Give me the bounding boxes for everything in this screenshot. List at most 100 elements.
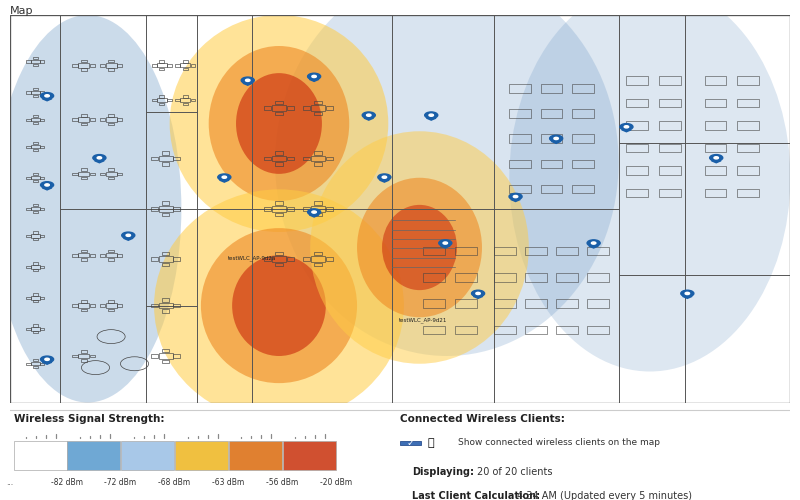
- Bar: [311, 105, 325, 111]
- Bar: [162, 263, 170, 266]
- Bar: [738, 188, 759, 197]
- Bar: [572, 84, 594, 92]
- Circle shape: [509, 194, 522, 200]
- Bar: [556, 246, 578, 255]
- Ellipse shape: [310, 131, 529, 364]
- Ellipse shape: [0, 15, 182, 402]
- Bar: [587, 300, 610, 308]
- Bar: [108, 177, 114, 180]
- Polygon shape: [510, 200, 520, 202]
- Bar: [117, 304, 122, 307]
- Polygon shape: [551, 142, 561, 144]
- Bar: [162, 202, 170, 205]
- Bar: [525, 273, 546, 281]
- Bar: [572, 160, 594, 168]
- Bar: [26, 146, 30, 148]
- Circle shape: [41, 182, 54, 188]
- Bar: [180, 64, 190, 68]
- Bar: [275, 252, 282, 256]
- Polygon shape: [441, 246, 450, 248]
- Bar: [587, 273, 610, 281]
- Bar: [117, 118, 122, 121]
- Bar: [152, 99, 157, 102]
- Text: Wireless Signal Strength:: Wireless Signal Strength:: [14, 414, 164, 424]
- Ellipse shape: [209, 46, 350, 201]
- Polygon shape: [711, 160, 721, 163]
- Bar: [106, 63, 117, 68]
- Bar: [33, 149, 38, 151]
- Bar: [525, 326, 546, 334]
- Bar: [587, 246, 610, 255]
- Bar: [73, 254, 78, 256]
- Circle shape: [429, 114, 434, 116]
- Bar: [738, 76, 759, 84]
- Bar: [626, 144, 648, 152]
- Bar: [659, 121, 681, 130]
- Bar: [275, 162, 282, 166]
- Bar: [183, 95, 188, 98]
- Bar: [626, 166, 648, 174]
- Text: -63 dBm: -63 dBm: [212, 478, 244, 487]
- Bar: [151, 258, 158, 261]
- Circle shape: [366, 114, 371, 116]
- Bar: [167, 64, 172, 66]
- Bar: [510, 84, 531, 92]
- Bar: [26, 328, 30, 330]
- Bar: [26, 297, 30, 299]
- Bar: [81, 258, 86, 261]
- Circle shape: [514, 196, 518, 198]
- Bar: [286, 106, 294, 110]
- Ellipse shape: [154, 190, 404, 422]
- Bar: [26, 362, 30, 365]
- Bar: [78, 118, 90, 122]
- Circle shape: [378, 174, 391, 180]
- Bar: [162, 162, 170, 166]
- Bar: [73, 354, 78, 358]
- Bar: [33, 324, 38, 326]
- Bar: [106, 304, 117, 308]
- Bar: [705, 121, 726, 130]
- Bar: [117, 64, 122, 66]
- Polygon shape: [42, 362, 52, 364]
- Circle shape: [710, 154, 722, 161]
- Circle shape: [382, 176, 386, 178]
- Bar: [40, 176, 45, 179]
- Bar: [659, 98, 681, 107]
- Circle shape: [218, 174, 231, 180]
- Bar: [183, 60, 188, 63]
- Text: Connected Wireless Clients:: Connected Wireless Clients:: [400, 414, 565, 424]
- Bar: [705, 144, 726, 152]
- Bar: [31, 296, 40, 300]
- Circle shape: [41, 92, 54, 99]
- Bar: [40, 208, 45, 210]
- Bar: [108, 114, 114, 116]
- Bar: [78, 354, 90, 358]
- Bar: [31, 91, 40, 94]
- Bar: [162, 298, 170, 302]
- Circle shape: [93, 154, 106, 161]
- Circle shape: [307, 73, 321, 80]
- Polygon shape: [94, 160, 104, 163]
- Bar: [117, 254, 122, 256]
- Circle shape: [41, 356, 54, 362]
- Bar: [264, 106, 271, 110]
- Bar: [423, 326, 446, 334]
- Bar: [31, 176, 40, 180]
- Polygon shape: [310, 80, 319, 82]
- Bar: [33, 64, 38, 66]
- Bar: [40, 266, 45, 268]
- Bar: [587, 326, 610, 334]
- Bar: [183, 68, 188, 70]
- Bar: [108, 68, 114, 71]
- Bar: [314, 100, 322, 104]
- Bar: [705, 98, 726, 107]
- Bar: [275, 212, 282, 216]
- Bar: [31, 327, 40, 330]
- Bar: [275, 263, 282, 266]
- Text: 4:34 AM (Updated every 5 minutes): 4:34 AM (Updated every 5 minutes): [517, 491, 692, 500]
- Circle shape: [222, 176, 226, 178]
- Circle shape: [307, 209, 321, 216]
- Bar: [108, 122, 114, 125]
- Bar: [314, 212, 322, 216]
- Circle shape: [471, 290, 485, 296]
